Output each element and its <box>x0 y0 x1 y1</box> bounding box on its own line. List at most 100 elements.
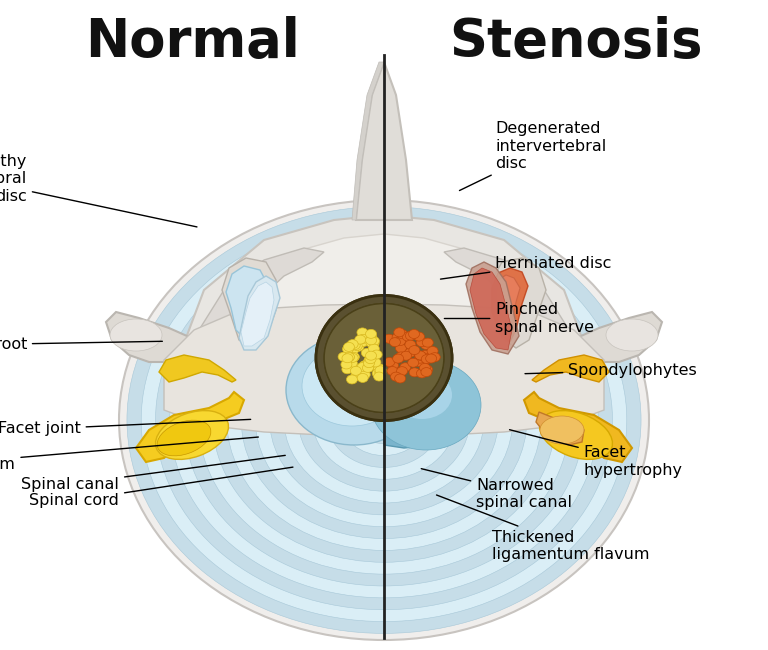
Ellipse shape <box>213 278 555 562</box>
Ellipse shape <box>415 351 426 360</box>
Ellipse shape <box>358 334 369 343</box>
Ellipse shape <box>425 354 437 363</box>
Ellipse shape <box>422 355 432 363</box>
Ellipse shape <box>322 361 366 395</box>
Ellipse shape <box>110 319 162 351</box>
Ellipse shape <box>348 352 359 361</box>
Ellipse shape <box>413 358 424 367</box>
Polygon shape <box>470 268 512 350</box>
Ellipse shape <box>338 352 349 361</box>
Ellipse shape <box>419 363 430 372</box>
Ellipse shape <box>422 338 433 347</box>
Ellipse shape <box>362 349 373 358</box>
Ellipse shape <box>358 333 369 342</box>
Ellipse shape <box>413 332 425 341</box>
Ellipse shape <box>357 362 369 371</box>
Ellipse shape <box>409 368 420 377</box>
Ellipse shape <box>363 357 375 366</box>
Ellipse shape <box>170 242 598 598</box>
Ellipse shape <box>348 346 359 355</box>
Ellipse shape <box>416 369 428 378</box>
Text: Spinal cord: Spinal cord <box>29 467 293 508</box>
Text: Spinal canal: Spinal canal <box>22 456 285 492</box>
Ellipse shape <box>395 337 406 346</box>
Ellipse shape <box>406 332 416 340</box>
Text: Narrowed
spinal canal: Narrowed spinal canal <box>422 469 572 510</box>
Ellipse shape <box>420 350 431 359</box>
Text: Normal: Normal <box>84 16 300 68</box>
Ellipse shape <box>141 218 627 621</box>
Ellipse shape <box>415 354 425 363</box>
Ellipse shape <box>346 375 357 384</box>
Ellipse shape <box>420 353 431 362</box>
Ellipse shape <box>227 290 541 551</box>
Ellipse shape <box>359 361 370 370</box>
Ellipse shape <box>347 339 358 348</box>
Ellipse shape <box>350 367 362 375</box>
Ellipse shape <box>349 352 359 361</box>
Ellipse shape <box>419 357 430 366</box>
Ellipse shape <box>421 368 432 376</box>
Ellipse shape <box>316 296 452 421</box>
Polygon shape <box>532 355 609 382</box>
Ellipse shape <box>421 341 432 350</box>
Polygon shape <box>241 282 274 346</box>
Ellipse shape <box>157 420 211 456</box>
Ellipse shape <box>392 371 452 419</box>
Ellipse shape <box>344 352 355 361</box>
Ellipse shape <box>359 332 370 341</box>
Ellipse shape <box>373 365 384 374</box>
Ellipse shape <box>422 365 432 374</box>
Ellipse shape <box>127 207 641 633</box>
Ellipse shape <box>316 296 452 421</box>
Ellipse shape <box>368 345 379 354</box>
Ellipse shape <box>369 408 399 432</box>
Ellipse shape <box>351 371 362 380</box>
Ellipse shape <box>341 351 353 360</box>
Polygon shape <box>214 234 554 408</box>
Ellipse shape <box>415 351 425 360</box>
Polygon shape <box>239 276 280 350</box>
Text: Pinched
spinal nerve: Pinched spinal nerve <box>445 302 594 335</box>
Polygon shape <box>466 262 519 354</box>
Ellipse shape <box>119 200 649 640</box>
Ellipse shape <box>362 363 373 372</box>
Ellipse shape <box>198 266 570 574</box>
Ellipse shape <box>366 338 377 347</box>
Ellipse shape <box>184 254 584 586</box>
Ellipse shape <box>405 348 415 358</box>
Ellipse shape <box>396 332 407 341</box>
Ellipse shape <box>375 367 386 376</box>
Ellipse shape <box>356 396 412 444</box>
Ellipse shape <box>409 346 420 355</box>
Ellipse shape <box>364 356 376 365</box>
Ellipse shape <box>256 313 512 526</box>
Ellipse shape <box>408 358 419 367</box>
Ellipse shape <box>347 354 358 363</box>
Polygon shape <box>384 358 469 448</box>
Text: Facet joint: Facet joint <box>0 419 250 437</box>
Ellipse shape <box>155 230 613 610</box>
Polygon shape <box>352 62 384 220</box>
Ellipse shape <box>366 330 376 339</box>
Ellipse shape <box>369 337 379 346</box>
Ellipse shape <box>394 328 405 337</box>
Polygon shape <box>136 392 244 462</box>
Text: Herniated disc: Herniated disc <box>441 255 612 279</box>
Ellipse shape <box>366 333 377 342</box>
Ellipse shape <box>388 361 399 370</box>
Polygon shape <box>536 412 584 445</box>
Ellipse shape <box>371 360 481 450</box>
Text: Facet
hypertrophy: Facet hypertrophy <box>509 430 683 478</box>
Ellipse shape <box>342 354 353 363</box>
Ellipse shape <box>606 319 658 351</box>
Ellipse shape <box>383 334 395 343</box>
Ellipse shape <box>343 343 354 352</box>
Ellipse shape <box>540 416 584 444</box>
Ellipse shape <box>343 352 355 361</box>
Ellipse shape <box>155 411 229 460</box>
Text: Ligamentum flavum: Ligamentum flavum <box>0 437 258 473</box>
Ellipse shape <box>373 363 384 372</box>
Polygon shape <box>524 392 632 462</box>
Ellipse shape <box>366 351 376 360</box>
